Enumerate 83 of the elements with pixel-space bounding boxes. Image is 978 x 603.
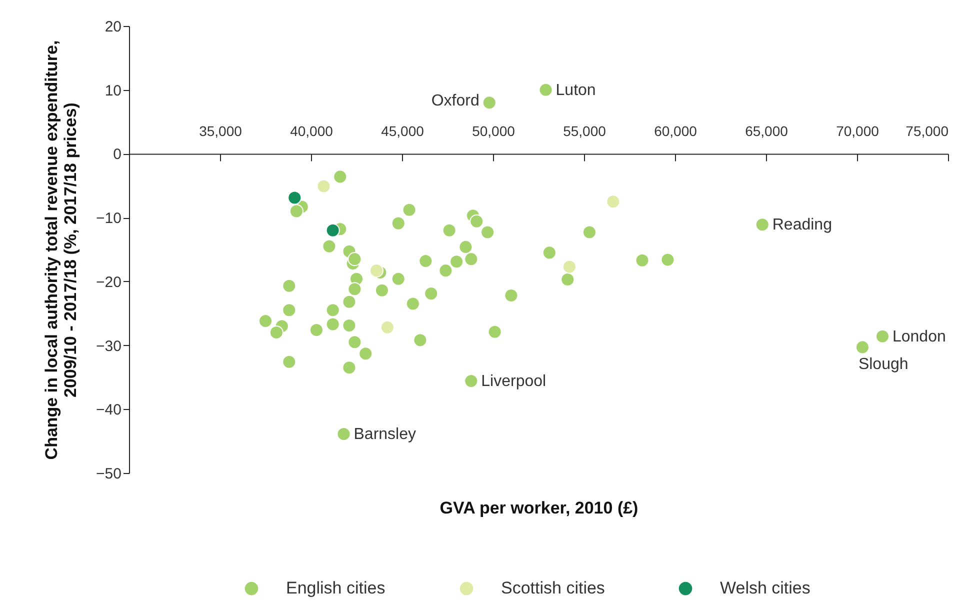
legend-label: Welsh cities bbox=[720, 578, 810, 598]
point bbox=[418, 254, 433, 268]
legend-label: English cities bbox=[286, 578, 386, 598]
y-axis-title: Change in local authority total revenue expenditure, 2009/10 - 2017/18 (%, 2017/18 prices) bbox=[42, 40, 80, 460]
point bbox=[606, 194, 620, 209]
x-tick-label: 40,000 bbox=[290, 123, 334, 140]
y-tick-label: 0 bbox=[113, 146, 122, 164]
y-tick-label: −40 bbox=[96, 402, 122, 419]
point bbox=[391, 272, 406, 286]
point bbox=[458, 240, 473, 254]
point bbox=[348, 282, 362, 296]
point bbox=[562, 260, 576, 274]
point bbox=[348, 252, 362, 266]
x-tick-label: 35,000 bbox=[199, 123, 242, 140]
annotation: Reading bbox=[772, 216, 832, 234]
point bbox=[560, 272, 575, 287]
point bbox=[282, 354, 296, 369]
point bbox=[464, 252, 478, 266]
point bbox=[380, 320, 394, 334]
point bbox=[326, 223, 340, 238]
point bbox=[480, 225, 495, 240]
point bbox=[464, 374, 478, 388]
x-tick-label: 60,000 bbox=[654, 123, 698, 140]
point bbox=[438, 264, 453, 278]
y-tick-label: −50 bbox=[96, 466, 122, 482]
point bbox=[309, 322, 324, 337]
point bbox=[333, 170, 348, 184]
y-tick-label: 10 bbox=[104, 82, 122, 100]
x-tick-label: 50,000 bbox=[472, 123, 516, 140]
point bbox=[413, 333, 428, 348]
point bbox=[755, 218, 770, 232]
point bbox=[424, 286, 438, 301]
point bbox=[488, 324, 502, 339]
point bbox=[582, 225, 596, 240]
point bbox=[282, 303, 296, 318]
point bbox=[450, 254, 464, 269]
point bbox=[875, 329, 890, 344]
point bbox=[635, 253, 650, 268]
point bbox=[348, 335, 362, 350]
point bbox=[358, 346, 373, 361]
legend-label: Scottish cities bbox=[501, 578, 605, 598]
point bbox=[406, 296, 420, 311]
point bbox=[402, 202, 416, 217]
point bbox=[289, 204, 304, 218]
point bbox=[326, 303, 340, 318]
annotation: Slough bbox=[858, 356, 908, 374]
point bbox=[391, 216, 406, 230]
point bbox=[342, 360, 356, 375]
point bbox=[538, 82, 553, 97]
point bbox=[660, 252, 675, 267]
point bbox=[504, 288, 518, 302]
y-tick-label: −30 bbox=[96, 338, 122, 355]
point bbox=[322, 239, 336, 254]
point bbox=[342, 318, 356, 332]
point bbox=[288, 190, 302, 205]
point bbox=[370, 264, 384, 278]
point bbox=[269, 326, 284, 340]
annotation: Oxford bbox=[431, 92, 480, 110]
point bbox=[442, 223, 456, 238]
x-tick-label: 70,000 bbox=[836, 123, 880, 140]
point bbox=[470, 214, 484, 228]
annotation: Barnsley bbox=[354, 426, 416, 444]
point bbox=[855, 340, 870, 354]
x-tick-label: 65,000 bbox=[745, 123, 788, 140]
point bbox=[342, 294, 356, 309]
point bbox=[316, 179, 331, 194]
x-tick-label: 55,000 bbox=[563, 123, 606, 140]
annotation: Luton bbox=[556, 82, 596, 99]
x-tick-label: 75,000 bbox=[906, 123, 949, 140]
annotation: London bbox=[892, 328, 946, 346]
annotation: Liverpool bbox=[481, 373, 546, 390]
point bbox=[326, 317, 340, 332]
point bbox=[336, 427, 351, 442]
point bbox=[482, 96, 496, 110]
point bbox=[258, 314, 273, 328]
y-tick-label: −20 bbox=[96, 274, 122, 291]
x-tick-label: 45,000 bbox=[381, 123, 424, 140]
point bbox=[282, 278, 296, 293]
point bbox=[542, 246, 556, 260]
x-axis-title: GVA per worker, 2010 (£) bbox=[440, 498, 638, 518]
point bbox=[374, 283, 389, 298]
y-tick-label: 20 bbox=[104, 18, 122, 36]
y-tick-label: −10 bbox=[96, 210, 122, 228]
